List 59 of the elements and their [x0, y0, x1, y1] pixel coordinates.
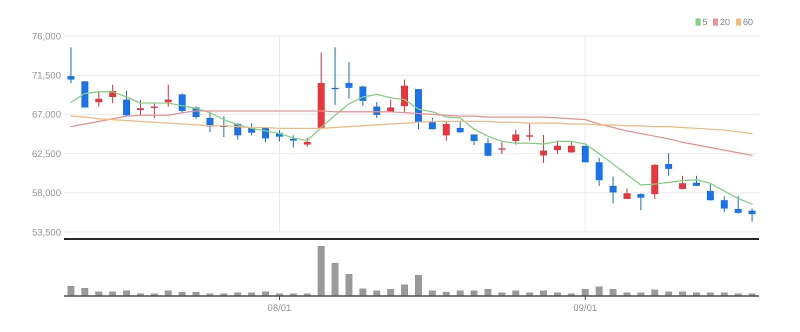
bar: [610, 289, 617, 296]
candlestick: [734, 195, 742, 214]
bar: [679, 292, 686, 296]
bar: [81, 288, 88, 296]
candlestick: [679, 175, 686, 190]
candlestick: [637, 192, 644, 211]
y-tick-label: 53,500: [32, 227, 61, 238]
candlestick: [123, 90, 130, 117]
bar: [387, 289, 394, 296]
candlestick: [456, 120, 464, 134]
candlestick: [720, 196, 728, 212]
bar: [401, 284, 408, 296]
candlestick: [442, 120, 450, 142]
y-tick-label: 76,000: [32, 31, 61, 42]
bar: [596, 286, 603, 296]
bar: [470, 290, 478, 296]
bar: [123, 290, 130, 296]
candlestick: [582, 145, 589, 163]
candlestick: [150, 102, 158, 119]
y-tick-label: 67,000: [32, 110, 61, 121]
bar: [345, 274, 352, 296]
candlestick: [623, 188, 630, 200]
legend-label: 60: [743, 17, 754, 28]
candlestick: [512, 129, 520, 145]
bar: [540, 290, 548, 296]
candlestick: [359, 85, 366, 106]
bar: [332, 263, 339, 296]
candlestick: [95, 90, 102, 108]
bar: [359, 288, 366, 296]
legend-label: 20: [720, 17, 730, 28]
candlestick: [484, 138, 492, 157]
candlestick: [596, 157, 603, 186]
candlestick: [748, 208, 756, 222]
bar: [484, 289, 492, 296]
y-tick-label: 71,500: [32, 70, 61, 82]
candlestick: [568, 140, 575, 154]
candlestick: [67, 46, 74, 84]
candlestick: [692, 175, 700, 187]
y-tick-label: 62,500: [32, 148, 61, 160]
candlestick: [665, 152, 672, 176]
bar: [109, 292, 116, 296]
y-tick-label: 58,000: [32, 188, 61, 200]
bar: [67, 286, 74, 296]
candlestick: [610, 176, 617, 204]
bar: [414, 275, 422, 296]
candlestick: [706, 184, 714, 202]
candlestick: [401, 79, 408, 112]
bar: [665, 292, 672, 296]
bar: [318, 246, 325, 296]
x-tick-label: 09/01: [573, 303, 598, 314]
candlestick: [345, 62, 352, 100]
bar: [456, 290, 464, 296]
candlestick: [540, 134, 548, 164]
candlestick: [178, 92, 186, 114]
candlestick: [554, 140, 561, 154]
legend-label: 5: [702, 17, 708, 28]
x-tick-label: 08/01: [268, 303, 292, 314]
bar: [262, 292, 270, 296]
bar: [428, 290, 436, 296]
